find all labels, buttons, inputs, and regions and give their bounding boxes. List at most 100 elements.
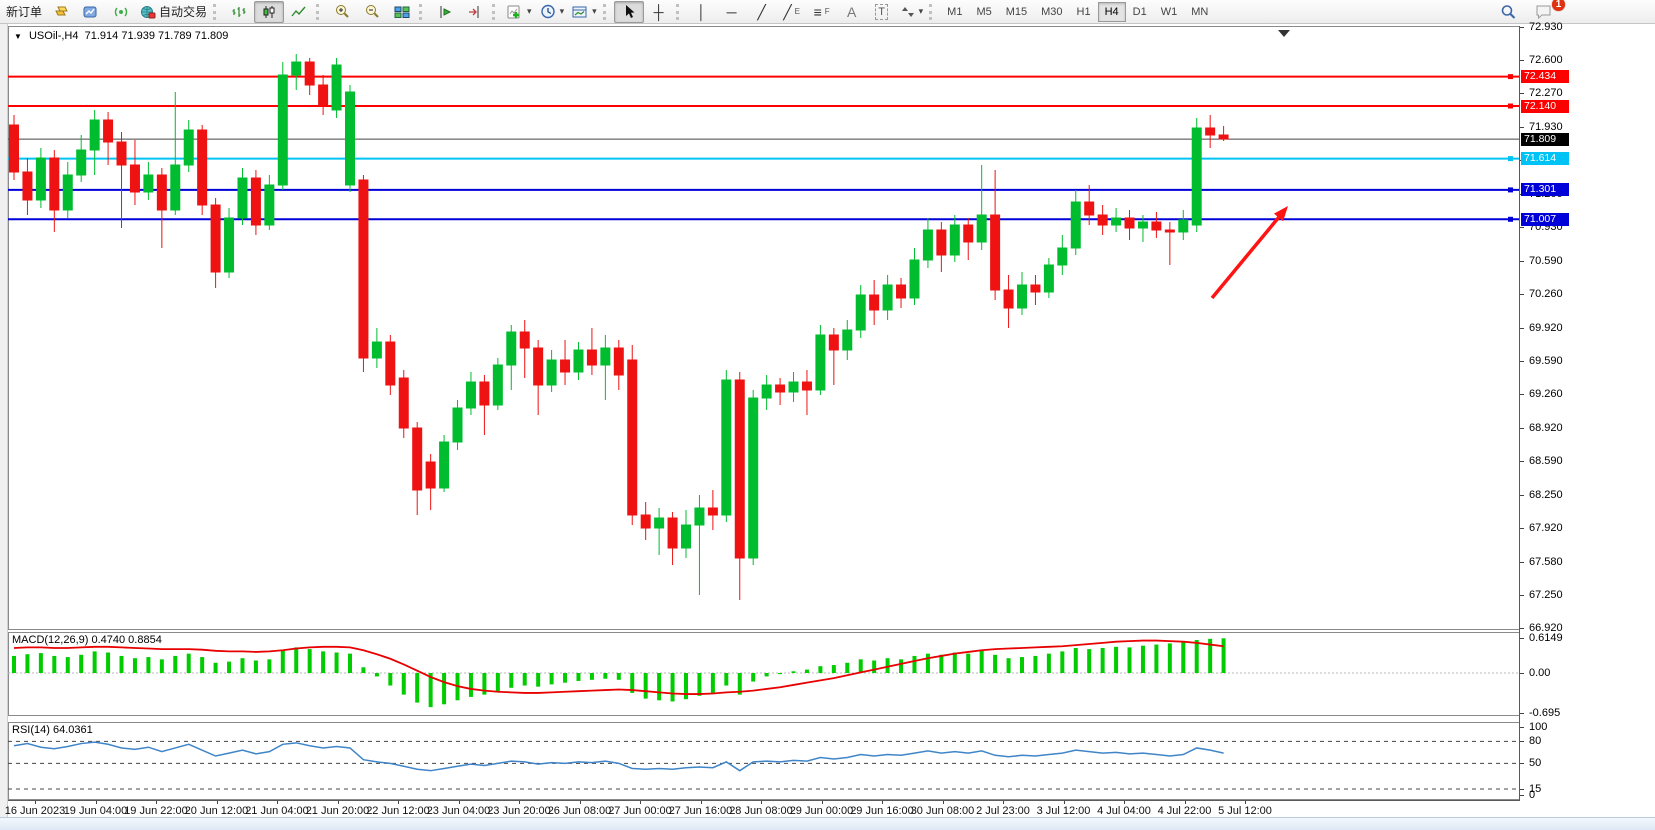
- candlestick-chart-button[interactable]: [254, 0, 285, 23]
- cursor-icon: [625, 5, 635, 18]
- toolbar-separator: [419, 3, 427, 20]
- main-chart-canvas[interactable]: [8, 26, 1520, 630]
- new-order-button[interactable]: 新订单: [2, 1, 46, 23]
- time-axis-tick: [1063, 801, 1065, 804]
- arrow-annotation[interactable]: [1210, 206, 1288, 300]
- time-axis-tick: [1245, 801, 1246, 804]
- macd-panel-canvas[interactable]: [8, 632, 1520, 716]
- axis-tick-label: 68.920: [1529, 422, 1563, 434]
- axis-tick: [1520, 261, 1524, 262]
- hline-price-label: 71.301: [1521, 183, 1569, 197]
- rsi-panel-canvas[interactable]: [8, 722, 1520, 800]
- tab-timeframe-h1[interactable]: H1: [1076, 5, 1091, 18]
- axis-tick-label: 67.920: [1529, 522, 1563, 534]
- line-chart-button[interactable]: [284, 1, 314, 23]
- axis-tick-label: 72.270: [1529, 87, 1563, 99]
- text-tool-button[interactable]: A: [837, 1, 867, 23]
- axis-tick-label: 72.930: [1529, 21, 1563, 33]
- axis-tick: [1520, 628, 1524, 629]
- time-axis-tick: [35, 801, 36, 804]
- tab-timeframe-m30[interactable]: M30: [1041, 5, 1063, 18]
- macd-indicator-label: MACD(12,26,9) 0.4740 0.8854: [12, 634, 162, 646]
- time-axis-label: 27 Jun 16:00: [668, 805, 733, 817]
- time-axis[interactable]: 16 Jun 2023 19 Jun 04:00 19 Jun 22:00 20 Ju…: [5, 800, 1520, 817]
- search-button[interactable]: [1493, 1, 1523, 23]
- time-axis-label: 4 Jul 22:00: [1157, 805, 1212, 817]
- time-axis-tick: [700, 801, 702, 804]
- bar-chart-icon: [232, 6, 246, 17]
- market-watch-button[interactable]: [76, 1, 106, 23]
- templates-dropdown-caret[interactable]: ▾: [592, 6, 597, 16]
- axis-tick-label: 71.930: [1529, 121, 1563, 133]
- chart-shift-marker[interactable]: [1278, 30, 1290, 37]
- axis-tick: [1520, 763, 1524, 765]
- indicators-button[interactable]: ▾: [503, 1, 536, 23]
- fibonacci-tool-button[interactable]: ≡ F: [807, 1, 837, 23]
- arrows-dropdown-caret[interactable]: ▾: [918, 6, 924, 16]
- axis-tick: [1520, 712, 1524, 714]
- periods-dropdown-caret[interactable]: ▾: [559, 6, 565, 16]
- crosshair-tool-button[interactable]: ┼: [644, 1, 674, 23]
- tab-timeframe-w1[interactable]: W1: [1160, 5, 1178, 18]
- axis-tick-label: 0: [1529, 789, 1536, 801]
- notification-badge: 1: [1552, 0, 1565, 11]
- axis-tick-label: 0.00: [1529, 667, 1551, 679]
- time-axis-label: 29 Jun 16:00: [850, 805, 914, 817]
- tab-timeframe-m15[interactable]: M15: [1005, 5, 1028, 18]
- globe-icon: [140, 5, 156, 19]
- axis-tick: [1520, 60, 1524, 61]
- bar-chart-button[interactable]: [224, 1, 254, 23]
- channel-tool-button[interactable]: ╱ E: [777, 1, 807, 23]
- chart-shift-button[interactable]: [460, 1, 490, 23]
- zoom-in-button[interactable]: [327, 1, 357, 23]
- notifications-button[interactable]: 1: [1529, 0, 1565, 23]
- time-axis-label: 19 Jun 04:00: [63, 805, 128, 817]
- auto-scroll-button[interactable]: [430, 1, 460, 23]
- time-axis-tick: [1124, 801, 1125, 804]
- cursor-tool-button[interactable]: [613, 0, 644, 23]
- auto-trading-button[interactable]: 自动交易: [136, 1, 211, 23]
- axis-tick-label: 100: [1529, 720, 1548, 733]
- time-axis-label: 2 Jul 23:00: [976, 805, 1030, 817]
- tab-timeframe-mn[interactable]: MN: [1191, 5, 1209, 18]
- trendline-tool-button[interactable]: ╱: [747, 1, 777, 23]
- axis-tick: [1520, 227, 1524, 228]
- arrows-tool-button[interactable]: ▾: [897, 1, 928, 23]
- time-axis-tick: [398, 801, 399, 804]
- tab-timeframe-m5[interactable]: M5: [976, 5, 992, 18]
- zoom-in-icon: [336, 5, 349, 18]
- indicators-dropdown-caret[interactable]: ▾: [527, 6, 532, 16]
- tab-timeframe-d1[interactable]: D1: [1132, 5, 1147, 18]
- axis-tick: [1520, 638, 1524, 639]
- text-label-tool-button[interactable]: T: [867, 1, 897, 23]
- time-axis-tick: [156, 801, 157, 804]
- axis-tick-label: 70.260: [1529, 288, 1563, 300]
- tile-windows-button[interactable]: [387, 1, 417, 23]
- text-label-icon: T: [875, 3, 888, 20]
- templates-button[interactable]: ▾: [568, 1, 601, 23]
- tab-timeframe-h4[interactable]: H4: [1097, 1, 1126, 22]
- tab-timeframe-m1[interactable]: M1: [947, 5, 963, 18]
- chart-title-dropdown-icon[interactable]: ▼: [14, 32, 22, 41]
- zoom-out-button[interactable]: [357, 1, 387, 23]
- chart-shift-icon: [469, 5, 479, 18]
- toolbar-separator: [316, 3, 324, 20]
- vertical-line-tool-button[interactable]: │: [687, 1, 717, 23]
- gold-bars-icon: [53, 5, 69, 19]
- indicators-icon: [507, 5, 520, 18]
- time-axis-label: 29 Jun 00:00: [789, 805, 854, 817]
- price-list-button[interactable]: [46, 1, 76, 23]
- axis-tick: [1520, 294, 1524, 295]
- axis-tick: [1520, 795, 1524, 796]
- axis-tick-label: -0.695: [1529, 706, 1561, 719]
- axis-tick-label: 15: [1529, 783, 1542, 795]
- periods-button[interactable]: ▾: [536, 1, 569, 23]
- time-axis-tick: [337, 801, 339, 804]
- candles-group: [9, 54, 1229, 600]
- arrows-icon: [901, 6, 914, 17]
- horizontal-line-tool-button[interactable]: ─: [717, 1, 747, 23]
- horizontal-line-icon: ─: [726, 3, 737, 20]
- axis-tick: [1520, 428, 1524, 429]
- signals-button[interactable]: [106, 1, 136, 23]
